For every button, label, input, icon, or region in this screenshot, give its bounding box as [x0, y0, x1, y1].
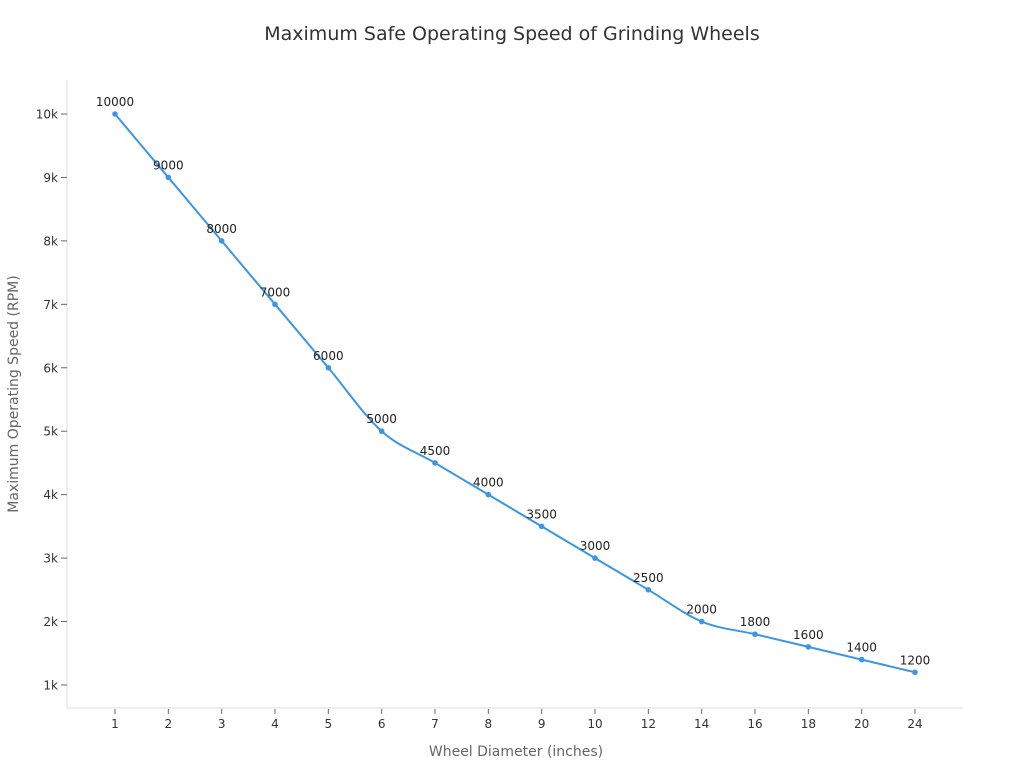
data-label: 1600 — [793, 628, 824, 642]
data-point — [538, 523, 545, 530]
y-tick-label: 8k — [43, 234, 58, 248]
data-label: 10000 — [96, 95, 134, 109]
y-tick-label: 6k — [43, 361, 58, 375]
data-label: 5000 — [366, 412, 397, 426]
y-tick-label: 10k — [36, 108, 58, 122]
data-label: 4500 — [420, 444, 451, 458]
data-point — [325, 364, 332, 371]
x-tick-label: 12 — [641, 717, 656, 731]
data-label: 7000 — [260, 285, 291, 299]
y-tick-label: 7k — [43, 298, 58, 312]
y-tick-label: 2k — [43, 615, 58, 629]
x-tick-label: 8 — [485, 717, 493, 731]
data-point — [272, 301, 278, 308]
data-point — [112, 111, 118, 117]
chart-title: Maximum Safe Operating Speed of Grinding… — [264, 23, 759, 45]
data-label: 2000 — [686, 603, 717, 617]
x-ticks: 1 2 3 4 5 6 7 8 9 10 12 14 16 18 20 24 — [111, 709, 923, 731]
data-label: 1400 — [846, 641, 877, 655]
y-tick-label: 4k — [43, 488, 58, 502]
y-tick-label: 1k — [43, 678, 58, 692]
x-tick-label: 16 — [747, 717, 762, 731]
series-line — [114, 113, 916, 674]
x-tick-label: 2 — [165, 717, 173, 731]
data-point — [378, 428, 385, 435]
data-point — [165, 174, 172, 181]
x-tick-label: 5 — [325, 717, 333, 731]
x-tick-label: 24 — [907, 717, 922, 731]
x-tick-label: 18 — [801, 717, 816, 731]
data-label: 1200 — [900, 653, 931, 667]
x-tick-label: 4 — [271, 717, 279, 731]
y-tick-label: 9k — [43, 171, 58, 185]
x-tick-label: 20 — [854, 717, 869, 731]
data-point — [858, 656, 865, 663]
data-label: 1800 — [740, 615, 771, 629]
x-tick-label: 10 — [587, 717, 602, 731]
data-points — [112, 111, 918, 676]
data-label: 3000 — [580, 539, 611, 553]
data-point — [592, 555, 598, 561]
data-label: 2500 — [633, 571, 664, 585]
y-tick-label: 3k — [43, 552, 58, 566]
x-tick-label: 6 — [378, 717, 386, 731]
y-axis-label: Maximum Operating Speed (RPM) — [6, 275, 22, 512]
data-point — [698, 618, 705, 625]
data-point — [805, 644, 812, 650]
data-point — [432, 460, 438, 466]
x-tick-label: 14 — [694, 717, 709, 731]
data-label: 3500 — [526, 507, 557, 521]
data-label: 4000 — [473, 476, 504, 490]
x-tick-label: 7 — [431, 717, 439, 731]
data-point — [645, 587, 652, 593]
x-tick-label: 9 — [538, 717, 546, 731]
x-tick-label: 3 — [218, 717, 226, 731]
y-ticks: 1k 2k 3k 4k 5k 6k 7k 8k 9k 10k — [36, 108, 67, 692]
data-point — [485, 491, 492, 498]
data-label: 8000 — [206, 222, 237, 236]
x-axis-label: Wheel Diameter (inches) — [429, 744, 603, 760]
data-point — [912, 669, 918, 676]
data-labels: 10000 9000 8000 7000 6000 5000 4500 4000 3500 300… — [96, 95, 930, 667]
y-tick-label: 5k — [43, 425, 58, 439]
data-point — [218, 238, 225, 244]
data-label: 9000 — [153, 158, 184, 172]
data-label: 6000 — [313, 349, 344, 363]
x-tick-label: 1 — [111, 717, 119, 731]
data-point — [752, 631, 758, 638]
